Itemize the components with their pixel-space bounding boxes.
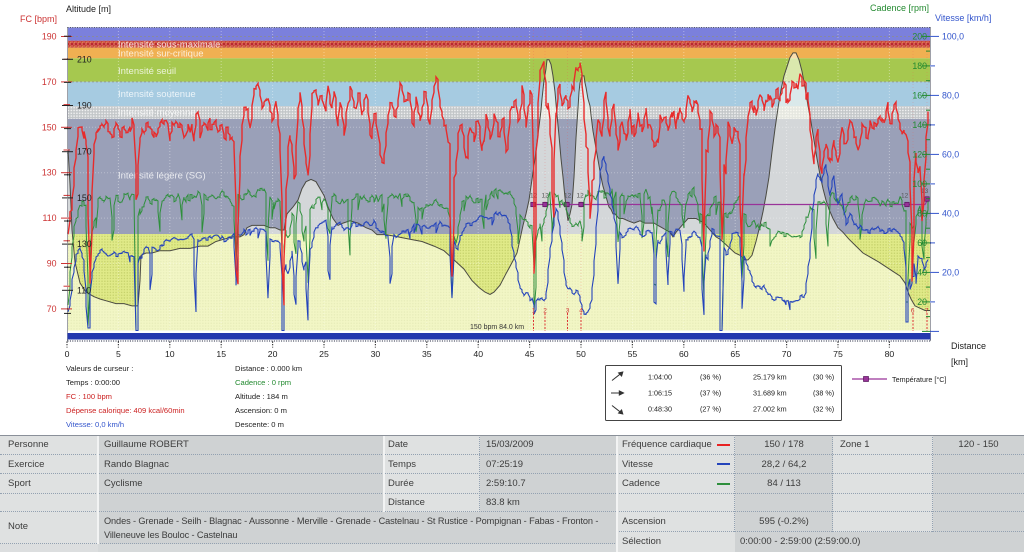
- svg-text:27.002 km: 27.002 km: [753, 405, 787, 414]
- svg-text:(27 %): (27 %): [700, 405, 721, 414]
- svg-text:2: 2: [543, 308, 547, 315]
- svg-text:20: 20: [917, 297, 927, 307]
- svg-text:40: 40: [917, 267, 927, 277]
- svg-text:Distance: Distance: [951, 341, 986, 351]
- svg-text:130: 130: [42, 168, 57, 178]
- svg-text:90: 90: [47, 259, 57, 269]
- svg-text:Distance : 0.000 km: Distance : 0.000 km: [235, 364, 302, 373]
- svg-text:50: 50: [576, 349, 586, 359]
- svg-text:40,0: 40,0: [942, 208, 959, 218]
- svg-text:Valeurs de curseur :: Valeurs de curseur :: [66, 364, 133, 373]
- svg-text:10: 10: [165, 349, 175, 359]
- svg-text:Altitude : 184 m: Altitude : 184 m: [235, 392, 288, 401]
- svg-text:190: 190: [42, 32, 57, 42]
- svg-text:(37 %): (37 %): [700, 389, 721, 398]
- svg-text:Temps : 0:00:00: Temps : 0:00:00: [66, 378, 120, 387]
- svg-text:15: 15: [216, 349, 226, 359]
- svg-text:Température [°C]: Température [°C]: [892, 375, 946, 384]
- svg-text:5: 5: [116, 349, 121, 359]
- svg-text:170: 170: [77, 147, 92, 157]
- svg-text:150: 150: [77, 193, 92, 203]
- svg-text:1:04:00: 1:04:00: [648, 373, 672, 382]
- svg-text:25: 25: [319, 349, 329, 359]
- svg-text:Intensité légère (SG): Intensité légère (SG): [118, 171, 206, 182]
- svg-text:31.689 km: 31.689 km: [753, 389, 787, 398]
- svg-text:12: 12: [542, 193, 550, 200]
- svg-text:Intensité soutenue: Intensité soutenue: [118, 89, 196, 100]
- svg-text:200: 200: [912, 31, 927, 41]
- svg-text:180: 180: [912, 61, 927, 71]
- svg-text:7: 7: [925, 308, 929, 315]
- svg-text:Intensité sous-maximale: Intensité sous-maximale: [118, 40, 220, 51]
- svg-text:Dépense calorique: 409 kcal/60: Dépense calorique: 409 kcal/60min: [66, 406, 185, 415]
- svg-text:80: 80: [885, 349, 895, 359]
- svg-text:110: 110: [77, 285, 91, 295]
- svg-text:12: 12: [577, 193, 585, 200]
- svg-text:80: 80: [917, 208, 927, 218]
- svg-text:160: 160: [912, 90, 927, 100]
- svg-text:Vitesse: 0,0 km/h: Vitesse: 0,0 km/h: [66, 420, 124, 429]
- svg-text:60,0: 60,0: [942, 149, 959, 159]
- svg-text:70: 70: [782, 349, 792, 359]
- svg-text:(38 %): (38 %): [813, 389, 834, 398]
- svg-text:210: 210: [77, 54, 92, 64]
- svg-text:60: 60: [679, 349, 689, 359]
- svg-text:1:06:15: 1:06:15: [648, 389, 672, 398]
- svg-text:[km]: [km]: [951, 357, 968, 367]
- svg-text:Intensité moyenne: Intensité moyenne: [118, 108, 196, 119]
- svg-text:Vitesse [km/h]: Vitesse [km/h]: [935, 13, 991, 23]
- svg-text:12: 12: [564, 193, 572, 200]
- svg-text:25.179 km: 25.179 km: [753, 373, 787, 382]
- svg-text:(30 %): (30 %): [813, 373, 834, 382]
- svg-text:4: 4: [579, 308, 583, 315]
- svg-text:110: 110: [42, 213, 56, 223]
- svg-text:6: 6: [911, 308, 915, 315]
- svg-text:60: 60: [917, 238, 927, 248]
- svg-text:Cadence [rpm]: Cadence [rpm]: [870, 3, 929, 13]
- svg-text:140: 140: [912, 120, 927, 130]
- svg-text:150: 150: [42, 122, 57, 132]
- svg-text:FC [bpm]: FC [bpm]: [20, 14, 57, 24]
- svg-text:(36 %): (36 %): [700, 373, 721, 382]
- svg-text:Ascension: 0 m: Ascension: 0 m: [235, 406, 287, 415]
- svg-text:Intensité sur-critique: Intensité sur-critique: [118, 49, 204, 60]
- svg-text:70: 70: [47, 304, 57, 314]
- svg-text:100,0: 100,0: [942, 31, 964, 41]
- svg-text:100: 100: [912, 179, 927, 189]
- svg-text:130: 130: [77, 239, 92, 249]
- svg-text:65: 65: [730, 349, 740, 359]
- svg-text:40: 40: [473, 349, 483, 359]
- svg-text:FC : 100 bpm: FC : 100 bpm: [66, 392, 112, 401]
- svg-text:170: 170: [42, 77, 57, 87]
- svg-text:12: 12: [901, 193, 909, 200]
- svg-text:Altitude [m]: Altitude [m]: [66, 4, 111, 14]
- svg-text:55: 55: [628, 349, 638, 359]
- svg-text:35: 35: [422, 349, 432, 359]
- svg-text:Descente: 0 m: Descente: 0 m: [235, 420, 284, 429]
- svg-text:Cadence : 0 rpm: Cadence : 0 rpm: [235, 378, 291, 387]
- svg-text:150 bpm 84.0 km: 150 bpm 84.0 km: [470, 324, 524, 331]
- svg-text:45: 45: [525, 349, 535, 359]
- svg-text:0:48:30: 0:48:30: [648, 405, 672, 414]
- svg-text:75: 75: [833, 349, 843, 359]
- svg-text:20: 20: [268, 349, 278, 359]
- svg-text:30: 30: [371, 349, 381, 359]
- svg-text:1: 1: [532, 308, 536, 315]
- svg-text:20,0: 20,0: [942, 267, 959, 277]
- svg-text:0: 0: [65, 349, 70, 359]
- svg-text:Intensité seuil: Intensité seuil: [118, 66, 176, 77]
- svg-text:13: 13: [921, 188, 929, 195]
- svg-text:3: 3: [566, 308, 570, 315]
- svg-text:190: 190: [77, 101, 92, 111]
- svg-text:80,0: 80,0: [942, 90, 959, 100]
- svg-text:(32 %): (32 %): [813, 405, 834, 414]
- svg-text:120: 120: [912, 149, 927, 159]
